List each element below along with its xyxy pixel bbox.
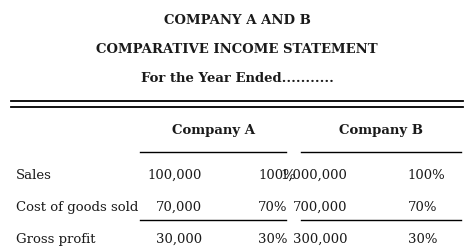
Text: 1,000,000: 1,000,000 <box>281 169 348 182</box>
Text: 30%: 30% <box>408 233 437 246</box>
Text: 70%: 70% <box>258 201 288 214</box>
Text: Company B: Company B <box>339 124 423 137</box>
Text: For the Year Ended...........: For the Year Ended........... <box>141 72 333 86</box>
Text: Company A: Company A <box>172 124 255 137</box>
Text: 100,000: 100,000 <box>147 169 201 182</box>
Text: 30%: 30% <box>258 233 288 246</box>
Text: 70%: 70% <box>408 201 437 214</box>
Text: 100%: 100% <box>258 169 296 182</box>
Text: Cost of goods sold: Cost of goods sold <box>16 201 138 214</box>
Text: 300,000: 300,000 <box>293 233 348 246</box>
Text: COMPANY A AND B: COMPANY A AND B <box>164 14 310 27</box>
Text: Sales: Sales <box>16 169 51 182</box>
Text: 70,000: 70,000 <box>155 201 201 214</box>
Text: 100%: 100% <box>408 169 446 182</box>
Text: 700,000: 700,000 <box>293 201 348 214</box>
Text: COMPARATIVE INCOME STATEMENT: COMPARATIVE INCOME STATEMENT <box>96 43 378 56</box>
Text: 30,000: 30,000 <box>155 233 201 246</box>
Text: Gross profit: Gross profit <box>16 233 95 246</box>
